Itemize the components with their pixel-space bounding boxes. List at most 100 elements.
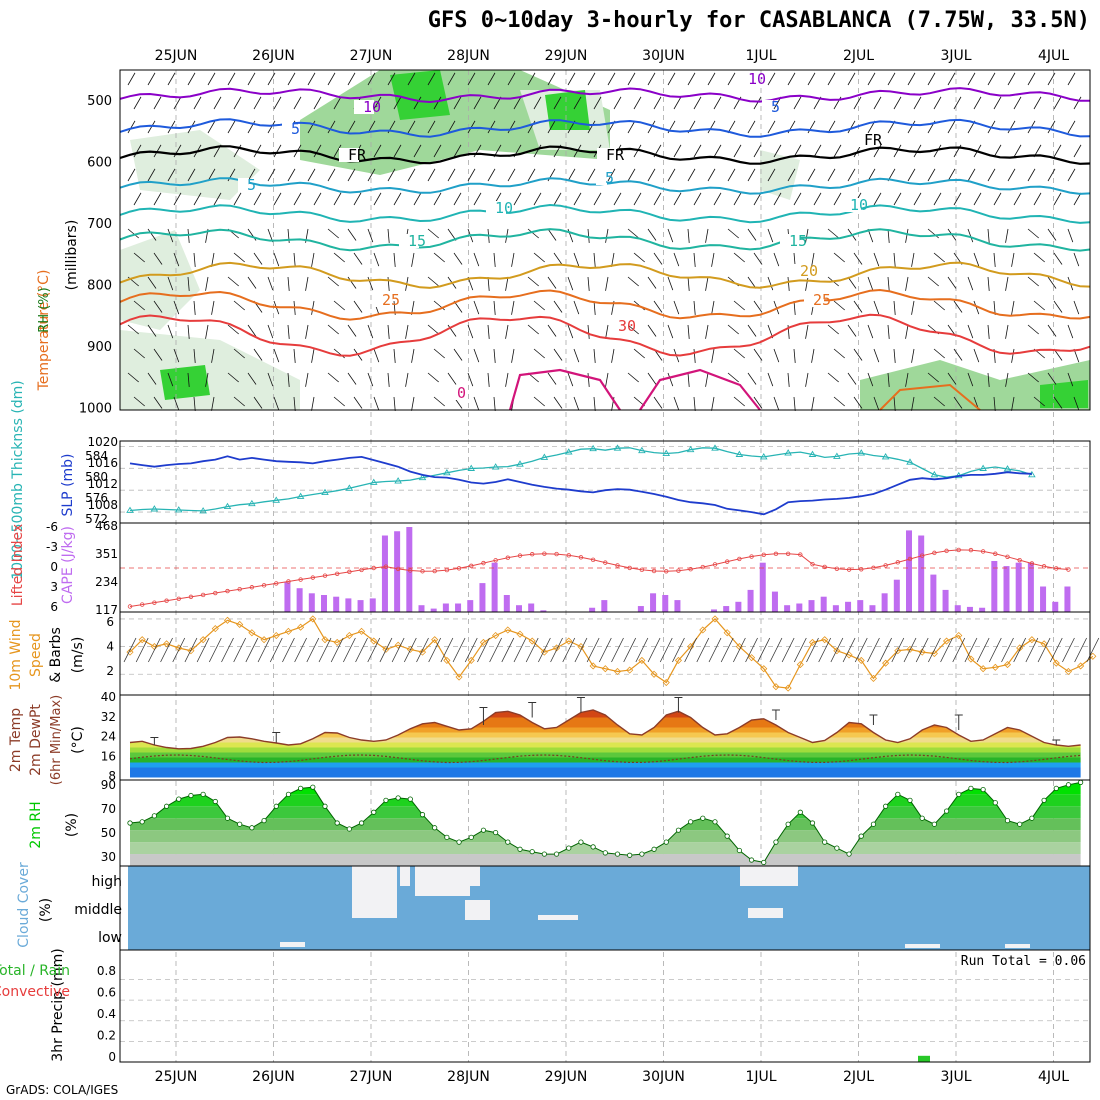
wind-barb [893, 348, 896, 363]
precip-total-label: Total / Rain [0, 963, 70, 979]
wind-barb [987, 168, 996, 182]
wind-barb [687, 168, 696, 182]
wind-barb [887, 228, 890, 243]
wind-barb [453, 144, 462, 158]
rh2m-point [1065, 782, 1072, 788]
wind-barb [133, 348, 145, 359]
wind-barb [407, 72, 416, 86]
wind-barb [513, 192, 522, 206]
wind-barb [427, 228, 439, 239]
cape-bar [479, 583, 486, 612]
wind-barb [867, 276, 874, 291]
temp-band [120, 695, 1090, 708]
wind-barb [867, 72, 876, 86]
rh2m-point [858, 833, 864, 839]
wind-barb [993, 252, 996, 267]
cape-bar [491, 562, 498, 612]
wind-barb [333, 396, 345, 407]
wind-barb [227, 324, 239, 335]
wind-barb [753, 192, 762, 206]
rh2m-point [1041, 797, 1047, 803]
wind-barb [547, 276, 557, 289]
wind-barb [205, 276, 209, 291]
wind-barb [287, 168, 296, 182]
wind-barb [347, 276, 357, 289]
wind-barb [227, 120, 236, 134]
wind-barb [1005, 372, 1009, 387]
cloud-block [740, 866, 798, 886]
cape-bar [918, 535, 925, 612]
wind-barb [293, 96, 302, 110]
thickness-label: 1000~500mb Thicknss (dm) [10, 380, 26, 580]
cape-bar [1027, 562, 1034, 612]
wind-barb [967, 72, 976, 86]
rh2m-point [249, 825, 255, 831]
wind-barb [473, 96, 482, 110]
rh2m-point [736, 847, 742, 854]
wind-barb [627, 228, 639, 239]
slp-tick: 1016 [87, 456, 118, 470]
lifted-index-point [188, 594, 194, 600]
wind-barb [407, 168, 416, 182]
thickness-point [735, 450, 744, 457]
bottom-date-label: 1JUL [745, 1069, 776, 1085]
wind-barb [653, 252, 663, 265]
wind-barb [853, 396, 863, 409]
wind-barb [367, 276, 374, 291]
wind-barb [327, 168, 336, 182]
wind-barb [811, 348, 815, 363]
wind10m-barb [879, 637, 892, 663]
wind10m-point [211, 625, 219, 633]
wind-barb [1073, 300, 1080, 315]
thickness-point [833, 452, 841, 459]
contour-m10 [119, 87, 1090, 104]
wind10m-barb [306, 637, 320, 663]
wind-barb [673, 252, 680, 267]
wind-barb [605, 228, 609, 243]
lifted-index-point [822, 564, 827, 570]
wind-barb [905, 324, 909, 339]
wind10m-barb [854, 637, 868, 663]
wind10m-barb [830, 637, 844, 663]
lifted-index-point [919, 553, 925, 558]
wind-barb [367, 168, 376, 182]
wind-barb [827, 168, 836, 182]
wind-barb [605, 324, 609, 339]
wind-barb [611, 252, 615, 267]
wind10m-point [382, 645, 390, 653]
top-date-label: 1JUL [745, 48, 776, 64]
wind-barb [207, 72, 216, 86]
cape-tick: 117 [95, 603, 118, 617]
wind10m-point [370, 637, 378, 645]
temp-tick: 8 [108, 769, 116, 783]
wind-barb [433, 396, 445, 407]
wind-barb [293, 396, 296, 411]
wind-barb [833, 192, 842, 206]
wind-barb [1033, 96, 1042, 110]
wind-barb [411, 348, 415, 363]
wind-barb [707, 72, 716, 86]
wind-barb [867, 372, 874, 387]
temp-band [130, 727, 1081, 733]
rh2m-point [224, 815, 231, 821]
cape-bar [711, 609, 717, 612]
wind-barb [127, 168, 136, 182]
wind-barb [873, 348, 880, 363]
wind-barb [893, 96, 902, 110]
rh2m-point [688, 819, 694, 825]
wind-barb [833, 300, 845, 311]
wind-barb [305, 324, 309, 339]
wind-barb [367, 228, 374, 243]
rh2m-point [517, 846, 523, 852]
thickness-tick: 584 [85, 449, 108, 463]
wind-barb [973, 192, 982, 206]
contour-label: 10 [495, 199, 513, 217]
wind10m-barb [391, 637, 405, 663]
rh-band [130, 854, 1081, 866]
lifted-index-point [517, 553, 523, 558]
wind-barb [653, 192, 662, 206]
contour-label: FR [348, 146, 367, 164]
wind-barb [653, 96, 662, 110]
wind-barb [1011, 252, 1015, 267]
contour-label-bg [596, 171, 607, 185]
